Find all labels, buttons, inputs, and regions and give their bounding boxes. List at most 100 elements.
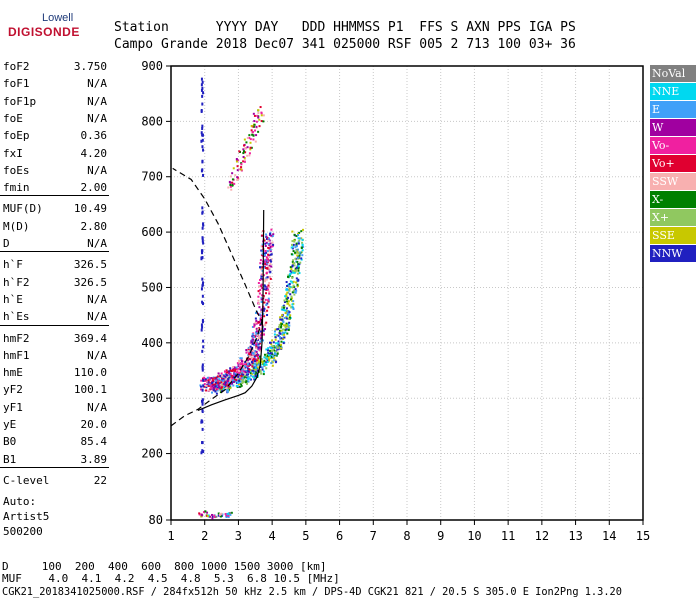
- echo-point-o: [263, 254, 266, 257]
- echo-point-o: [214, 385, 217, 388]
- echo-point-o: [210, 377, 213, 380]
- echo-point-o: [238, 379, 241, 382]
- echo-point-x: [282, 309, 285, 312]
- echo-point-oblique: [256, 114, 259, 117]
- x-tick-label: 13: [568, 529, 582, 543]
- echo-point-o: [251, 356, 254, 359]
- echo-point-x: [290, 297, 293, 300]
- echo-point-x: [242, 380, 245, 383]
- echo-point-o: [264, 242, 267, 245]
- echo-point-x: [289, 293, 292, 296]
- echo-point-x: [290, 271, 293, 274]
- echo-point-o: [255, 351, 258, 354]
- echo-point-low: [200, 515, 203, 518]
- echo-point-o: [268, 290, 271, 293]
- param-value: 100.1: [73, 383, 107, 397]
- echo-point-o: [211, 383, 214, 386]
- echo-point-x: [255, 364, 258, 367]
- echo-point-x: [281, 331, 284, 334]
- echo-point-o: [231, 381, 234, 384]
- echo-point-o: [220, 386, 223, 389]
- echo-point-x: [280, 347, 283, 350]
- echo-point-x: [273, 349, 276, 352]
- echo-point-x: [299, 261, 302, 264]
- echo-point-x: [255, 373, 258, 376]
- echo-point-o: [265, 256, 268, 259]
- echo-point-o: [232, 374, 235, 377]
- echo-point-o: [244, 361, 247, 364]
- echo-point-x: [270, 345, 273, 348]
- echo-point-x: [295, 269, 298, 272]
- param-value: 20.0: [80, 418, 108, 431]
- echo-point-oblique: [243, 144, 246, 147]
- echo-point-o: [233, 380, 236, 383]
- echo-point-o: [259, 324, 262, 327]
- echo-point-streak: [200, 169, 203, 173]
- param-value: N/A: [87, 163, 107, 177]
- echo-point-x: [275, 354, 278, 357]
- echo-point-x: [247, 376, 250, 379]
- echo-point-o: [251, 335, 254, 338]
- echo-point-o: [260, 300, 263, 303]
- param-row: fmin 2.00: [3, 179, 107, 196]
- echo-point-o: [260, 298, 263, 301]
- param-name: foF1p: [3, 94, 37, 108]
- param-name: yF2: [3, 383, 23, 397]
- echo-point-oblique: [230, 188, 233, 191]
- echo-point-o: [261, 325, 264, 328]
- echo-point-o: [255, 342, 258, 345]
- param-row: h`F 326.5: [3, 256, 107, 273]
- echo-point-x: [225, 388, 228, 391]
- echo-point-x: [294, 267, 297, 270]
- echo-point-x: [276, 351, 279, 354]
- echo-point-low: [198, 513, 201, 516]
- echo-point-oblique: [257, 130, 260, 133]
- echo-point-o: [264, 263, 267, 266]
- echo-point-x: [301, 243, 304, 246]
- echo-point-x: [281, 306, 284, 309]
- echo-point-oblique: [249, 148, 252, 151]
- echo-point-x: [241, 382, 244, 385]
- echo-point-o: [269, 231, 272, 234]
- echo-point-o: [201, 377, 204, 380]
- echo-point-x: [270, 362, 273, 365]
- echo-point-o: [267, 246, 270, 249]
- echo-point-x: [291, 240, 294, 243]
- echo-point-o: [244, 372, 247, 375]
- echo-point-x: [292, 243, 295, 246]
- echo-point-oblique: [231, 181, 234, 184]
- echo-point-x: [291, 247, 294, 250]
- echo-point-x: [293, 264, 296, 267]
- echo-point-o: [209, 388, 212, 391]
- echo-point-o: [242, 366, 245, 369]
- echo-point-oblique: [248, 134, 251, 137]
- echo-point-o: [239, 374, 242, 377]
- echo-point-oblique: [253, 123, 256, 126]
- echo-point-oblique: [252, 138, 255, 141]
- echo-point-oblique: [242, 152, 245, 155]
- echo-point-x: [286, 323, 289, 326]
- echo-point-o: [262, 339, 265, 342]
- echo-point-o: [251, 325, 254, 328]
- echo-point-o: [259, 320, 262, 323]
- echo-point-streak: [200, 256, 203, 260]
- echo-point-x: [287, 312, 290, 315]
- echo-point-x: [289, 270, 292, 273]
- echo-point-o: [262, 328, 265, 331]
- echo-point-o: [271, 235, 274, 238]
- echo-point-x: [291, 271, 294, 274]
- echo-point-x: [293, 293, 296, 296]
- param-name: fmin: [3, 181, 30, 195]
- echo-point-x: [269, 350, 272, 353]
- echo-point-o: [217, 372, 220, 375]
- echo-point-o: [267, 297, 270, 300]
- echo-point-oblique: [250, 146, 253, 149]
- echo-point-x: [272, 341, 275, 344]
- echo-point-o: [256, 346, 259, 349]
- echo-point-streak: [202, 223, 205, 227]
- echo-point-o: [229, 373, 232, 376]
- echo-point-o: [247, 346, 250, 349]
- param-value: N/A: [87, 77, 107, 91]
- echo-point-x: [300, 257, 303, 260]
- echo-point-streak: [202, 378, 205, 382]
